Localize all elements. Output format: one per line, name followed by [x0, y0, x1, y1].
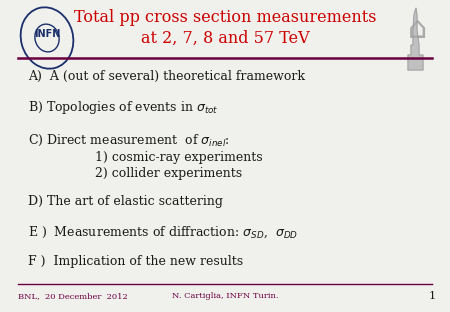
Text: INFN: INFN: [34, 29, 60, 39]
Text: N. Cartiglia, INFN Turin.: N. Cartiglia, INFN Turin.: [172, 292, 278, 300]
Text: D) The art of elastic scattering: D) The art of elastic scattering: [28, 196, 223, 208]
Text: ⌂: ⌂: [408, 16, 428, 45]
Text: 1: 1: [429, 291, 436, 301]
Text: B) Topologies of events in $\sigma_{tot}$: B) Topologies of events in $\sigma_{tot}…: [28, 99, 219, 115]
Text: 2) collider experiments: 2) collider experiments: [95, 167, 242, 179]
Text: Total pp cross section measurements: Total pp cross section measurements: [74, 9, 376, 27]
Text: at 2, 7, 8 and 57 TeV: at 2, 7, 8 and 57 TeV: [141, 30, 309, 46]
Text: 1) cosmic-ray experiments: 1) cosmic-ray experiments: [95, 152, 263, 164]
Text: BNL,  20 December  2012: BNL, 20 December 2012: [18, 292, 128, 300]
Text: A)  A (out of several) theoretical framework: A) A (out of several) theoretical framew…: [28, 70, 305, 82]
Text: F )  Implication of the new results: F ) Implication of the new results: [28, 256, 243, 269]
Text: C) Direct measurement  of $\sigma_{inel}$:: C) Direct measurement of $\sigma_{inel}$…: [28, 132, 230, 148]
Polygon shape: [408, 8, 423, 70]
Text: E )  Measurements of diffraction: $\sigma_{SD}$,  $\sigma_{DD}$: E ) Measurements of diffraction: $\sigma…: [28, 224, 298, 240]
